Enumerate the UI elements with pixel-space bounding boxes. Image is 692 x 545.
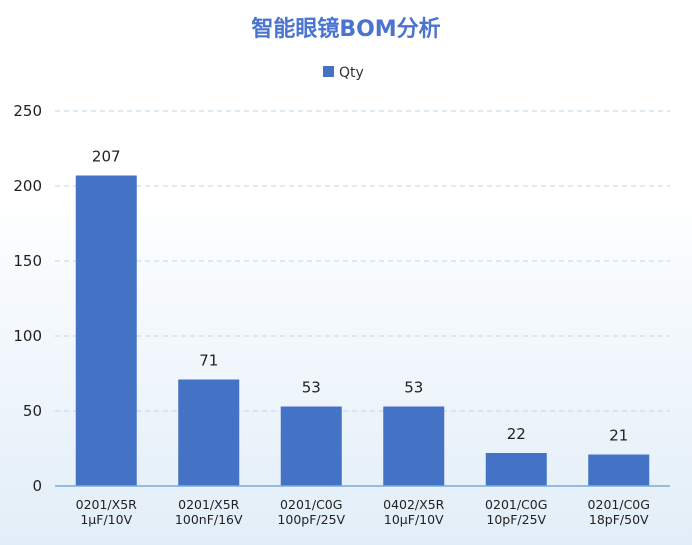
x-tick-label: 0402/X5R 10µF/10V [383,497,445,527]
gridlines [55,110,670,412]
data-label: 71 [199,352,218,370]
x-tick-label: 0201/C0G 100pF/25V [277,497,345,527]
bars [75,175,650,486]
bar [280,406,342,486]
legend: Qty [323,65,364,81]
y-tick-label: 250 [13,102,42,120]
y-tick-label: 50 [23,402,42,420]
legend-label: Qty [339,65,364,81]
data-label: 53 [404,379,423,397]
data-label: 53 [302,379,321,397]
y-tick-label: 100 [13,327,42,345]
x-tick-label: 0201/X5R 100nF/16V [175,497,243,527]
x-axis: 0201/X5R 1µF/10V 0201/X5R 100nF/16V 0201/C0G… [76,497,650,527]
bar [383,406,445,486]
bar [178,379,240,486]
x-tick-label: 0201/C0G 18pF/50V [588,497,650,527]
y-axis: 0 50 100 150 200 250 [13,102,42,495]
legend-swatch [323,66,334,77]
data-label: 22 [507,425,526,443]
data-label: 207 [92,148,121,166]
bar [588,454,650,486]
data-labels: 207 71 53 53 22 21 [92,148,628,445]
y-tick-label: 0 [32,477,42,495]
bar [75,175,137,486]
y-tick-label: 150 [13,252,42,270]
data-label: 21 [609,427,628,445]
bar [485,453,547,486]
y-tick-label: 200 [13,177,42,195]
x-tick-label: 0201/X5R 1µF/10V [76,497,138,527]
chart-title: 智能眼镜BOM分析 [251,16,440,42]
x-tick-label: 0201/C0G 10pF/25V [485,497,547,527]
